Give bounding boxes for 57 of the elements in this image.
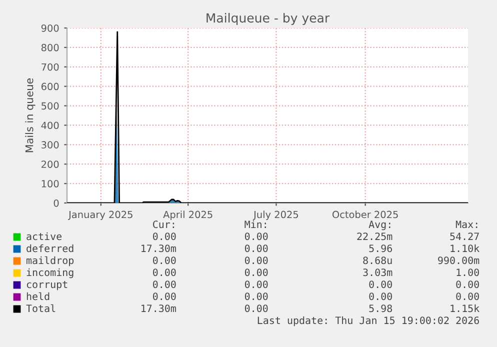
- legend-label: incoming: [26, 268, 74, 278]
- y-tick-label: 900: [41, 24, 59, 32]
- text: 17.30m: [142, 244, 176, 252]
- text: Cur:: [153, 220, 174, 228]
- chart-title: Mailqueue - by year: [206, 12, 330, 26]
- text: 1.10k: [450, 244, 480, 252]
- x-tick-label: January 2025: [68, 210, 132, 220]
- y-tick-label: 300: [42, 141, 59, 148]
- text: 17.30m: [142, 304, 176, 312]
- text: 0.00: [153, 280, 176, 288]
- legend-label: Total: [26, 304, 56, 312]
- text: 0.00: [244, 280, 268, 288]
- text: 5.98: [369, 304, 392, 312]
- x-tick-label: October 2025: [332, 210, 398, 218]
- text: 0.00: [153, 268, 176, 276]
- text: 0.00: [369, 280, 392, 288]
- text: 0.00: [244, 268, 268, 276]
- x-tick-label: April 2025: [163, 210, 212, 220]
- y-axis-title: Mails in queue: [25, 78, 36, 152]
- text: 0.00: [153, 292, 176, 300]
- text: Max:: [456, 220, 478, 228]
- text: 0.00: [369, 292, 392, 300]
- y-tick-label: 400: [41, 122, 59, 130]
- text: 0.00: [244, 304, 268, 312]
- text: 1.15k: [450, 304, 480, 312]
- legend-label: deferred: [26, 244, 74, 252]
- legend-label: held: [26, 292, 50, 300]
- text: 0.00: [456, 280, 479, 288]
- text: 8.68u: [363, 256, 392, 264]
- text: 0.00: [244, 256, 268, 264]
- text: Min:: [244, 220, 266, 228]
- y-tick-label: 200: [42, 160, 59, 168]
- legend-label: corrupt: [26, 280, 68, 290]
- text: 0.00: [456, 292, 479, 300]
- y-tick-label: 100: [42, 180, 59, 188]
- legend-label: maildrop: [26, 256, 74, 266]
- text: Last update: Thu Jan 15 19:00:02 2026: [258, 316, 479, 326]
- y-tick-label: 600: [41, 82, 59, 90]
- text: 0.00: [244, 292, 268, 300]
- text: 1.00: [456, 268, 479, 276]
- y-tick-label: 0: [54, 199, 59, 207]
- text: 0.00: [244, 244, 268, 252]
- text: 0.00: [153, 232, 176, 240]
- x-tick-label: July 2025: [253, 210, 298, 220]
- text: 990.00m: [438, 256, 480, 264]
- line-series: [67, 31, 468, 203]
- text: 22.25m: [357, 232, 392, 240]
- text: 54.27: [450, 232, 479, 240]
- text: 5.96: [369, 244, 392, 252]
- y-tick-label: 800: [41, 44, 59, 52]
- text: 0.00: [153, 256, 176, 264]
- text: Avg:: [368, 220, 390, 230]
- text: 3.03m: [363, 268, 392, 276]
- legend-label: active: [26, 232, 62, 240]
- y-tick-label: 700: [42, 63, 59, 71]
- y-tick-label: 500: [42, 102, 59, 110]
- text: 0.00: [244, 232, 268, 240]
